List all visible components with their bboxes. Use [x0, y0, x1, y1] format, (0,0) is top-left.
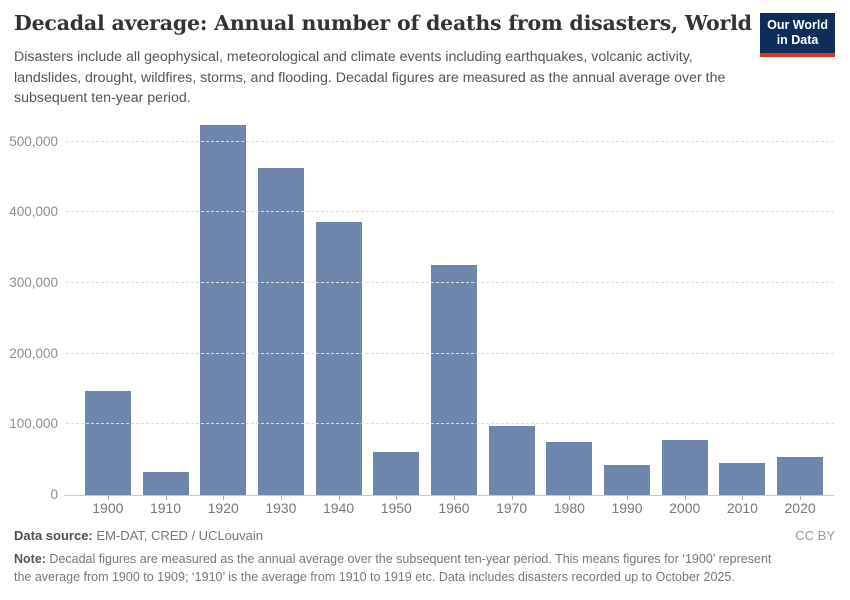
x-axis-tick [511, 496, 513, 500]
x-axis-tick [742, 496, 744, 500]
license-link[interactable]: CC BY [795, 528, 835, 543]
bar-column-1960: 1960 [425, 118, 483, 516]
x-axis-tick-label: 1950 [380, 500, 412, 516]
x-axis-tick [338, 496, 340, 500]
bar-column-1910: 1910 [137, 118, 195, 516]
x-axis-tick [684, 496, 686, 500]
gridline [66, 140, 834, 142]
owid-logo-line2: in Data [776, 33, 819, 48]
x-axis-tick-label: 1930 [265, 500, 297, 516]
x-axis-tick [107, 496, 109, 500]
x-axis-tick-label: 1970 [496, 500, 528, 516]
bar-column-1920: 1920 [194, 118, 252, 516]
x-axis-tick [800, 496, 802, 500]
data-source-value: EM-DAT, CRED / UCLouvain [92, 528, 263, 543]
x-axis-tick [396, 496, 398, 500]
y-axis-tick-label: 500,000 [9, 133, 58, 149]
bar-1920[interactable] [200, 124, 247, 495]
x-axis-tick-label: 1940 [323, 500, 355, 516]
x-axis-tick [569, 496, 571, 500]
data-source-label: Data source: [14, 528, 93, 543]
x-axis-tick [280, 496, 282, 500]
bar-column-2020: 2020 [771, 118, 829, 516]
x-axis-tick [627, 496, 629, 500]
y-axis-tick-label: 0 [50, 487, 58, 502]
data-source: Data source: EM-DAT, CRED / UCLouvain [14, 528, 263, 543]
x-axis-tick [223, 496, 225, 500]
bar-2010[interactable] [719, 463, 766, 495]
x-axis-tick-label: 1990 [611, 500, 643, 516]
x-axis-tick [453, 496, 455, 500]
owid-logo[interactable]: Our World in Data [760, 13, 835, 57]
x-axis-tick-label: 1900 [92, 500, 124, 516]
bar-1970[interactable] [488, 425, 535, 495]
x-axis-tick-label: 1960 [438, 500, 470, 516]
bar-chart: 1900 1910 1920 1930 1940 1950 1960 1970 1980 1990… [0, 118, 850, 522]
x-axis-tick-label: 1920 [207, 500, 239, 516]
x-axis-tick-label: 1910 [149, 500, 182, 516]
bar-column-1940: 1940 [310, 118, 368, 516]
chart-note: Note: Decadal figures are measured as th… [14, 551, 772, 587]
bar-column-1980: 1980 [541, 118, 599, 516]
bar-1910[interactable] [142, 472, 189, 495]
owid-logo-line1: Our World [767, 18, 828, 32]
bar-column-2010: 2010 [714, 118, 772, 516]
y-axis-tick-label: 200,000 [9, 345, 58, 361]
chart-note-label: Note: [14, 552, 46, 566]
bar-column-2000: 2000 [656, 118, 714, 516]
y-axis-tick-label: 400,000 [9, 204, 58, 220]
y-axis-tick-label: 300,000 [9, 274, 58, 290]
x-axis-tick [165, 496, 167, 500]
bar-1990[interactable] [604, 464, 651, 495]
bar-1930[interactable] [257, 168, 304, 495]
bar-column-1970: 1970 [483, 118, 541, 516]
bar-column-1900: 1900 [79, 118, 137, 516]
bar-2000[interactable] [661, 439, 708, 495]
y-axis-tick-label: 100,000 [9, 416, 58, 432]
bar-1950[interactable] [373, 451, 420, 495]
bar-1940[interactable] [315, 222, 362, 495]
data-source-row: Data source: EM-DAT, CRED / UCLouvain CC… [14, 528, 835, 543]
x-axis-tick-label: 1980 [553, 500, 585, 516]
x-axis-tick-label: 2020 [784, 500, 816, 516]
chart-title: Decadal average: Annual number of deaths… [14, 11, 752, 35]
bar-column-1990: 1990 [598, 118, 656, 516]
gridline [66, 423, 834, 425]
x-axis-tick-label: 2000 [669, 500, 701, 516]
bar-column-1950: 1950 [367, 118, 425, 516]
bar-1960[interactable] [430, 264, 477, 495]
chart-subtitle: Disasters include all geophysical, meteo… [14, 49, 726, 107]
gridline [66, 352, 834, 354]
bar-1980[interactable] [546, 441, 593, 495]
plot-area: 1900 1910 1920 1930 1940 1950 1960 1970 1980 1990… [9, 118, 834, 516]
chart-note-text: Decadal figures are measured as the annu… [14, 552, 772, 584]
bars-container: 1900 1910 1920 1930 1940 1950 1960 1970 1980 1990… [64, 118, 834, 516]
bar-1900[interactable] [84, 391, 131, 495]
x-axis-tick-label: 2010 [726, 500, 758, 516]
chart-footer: Data source: EM-DAT, CRED / UCLouvain CC… [14, 528, 835, 587]
bar-column-1930: 1930 [252, 118, 310, 516]
gridline [66, 281, 834, 283]
bar-2020[interactable] [777, 456, 824, 495]
gridline [66, 211, 834, 213]
